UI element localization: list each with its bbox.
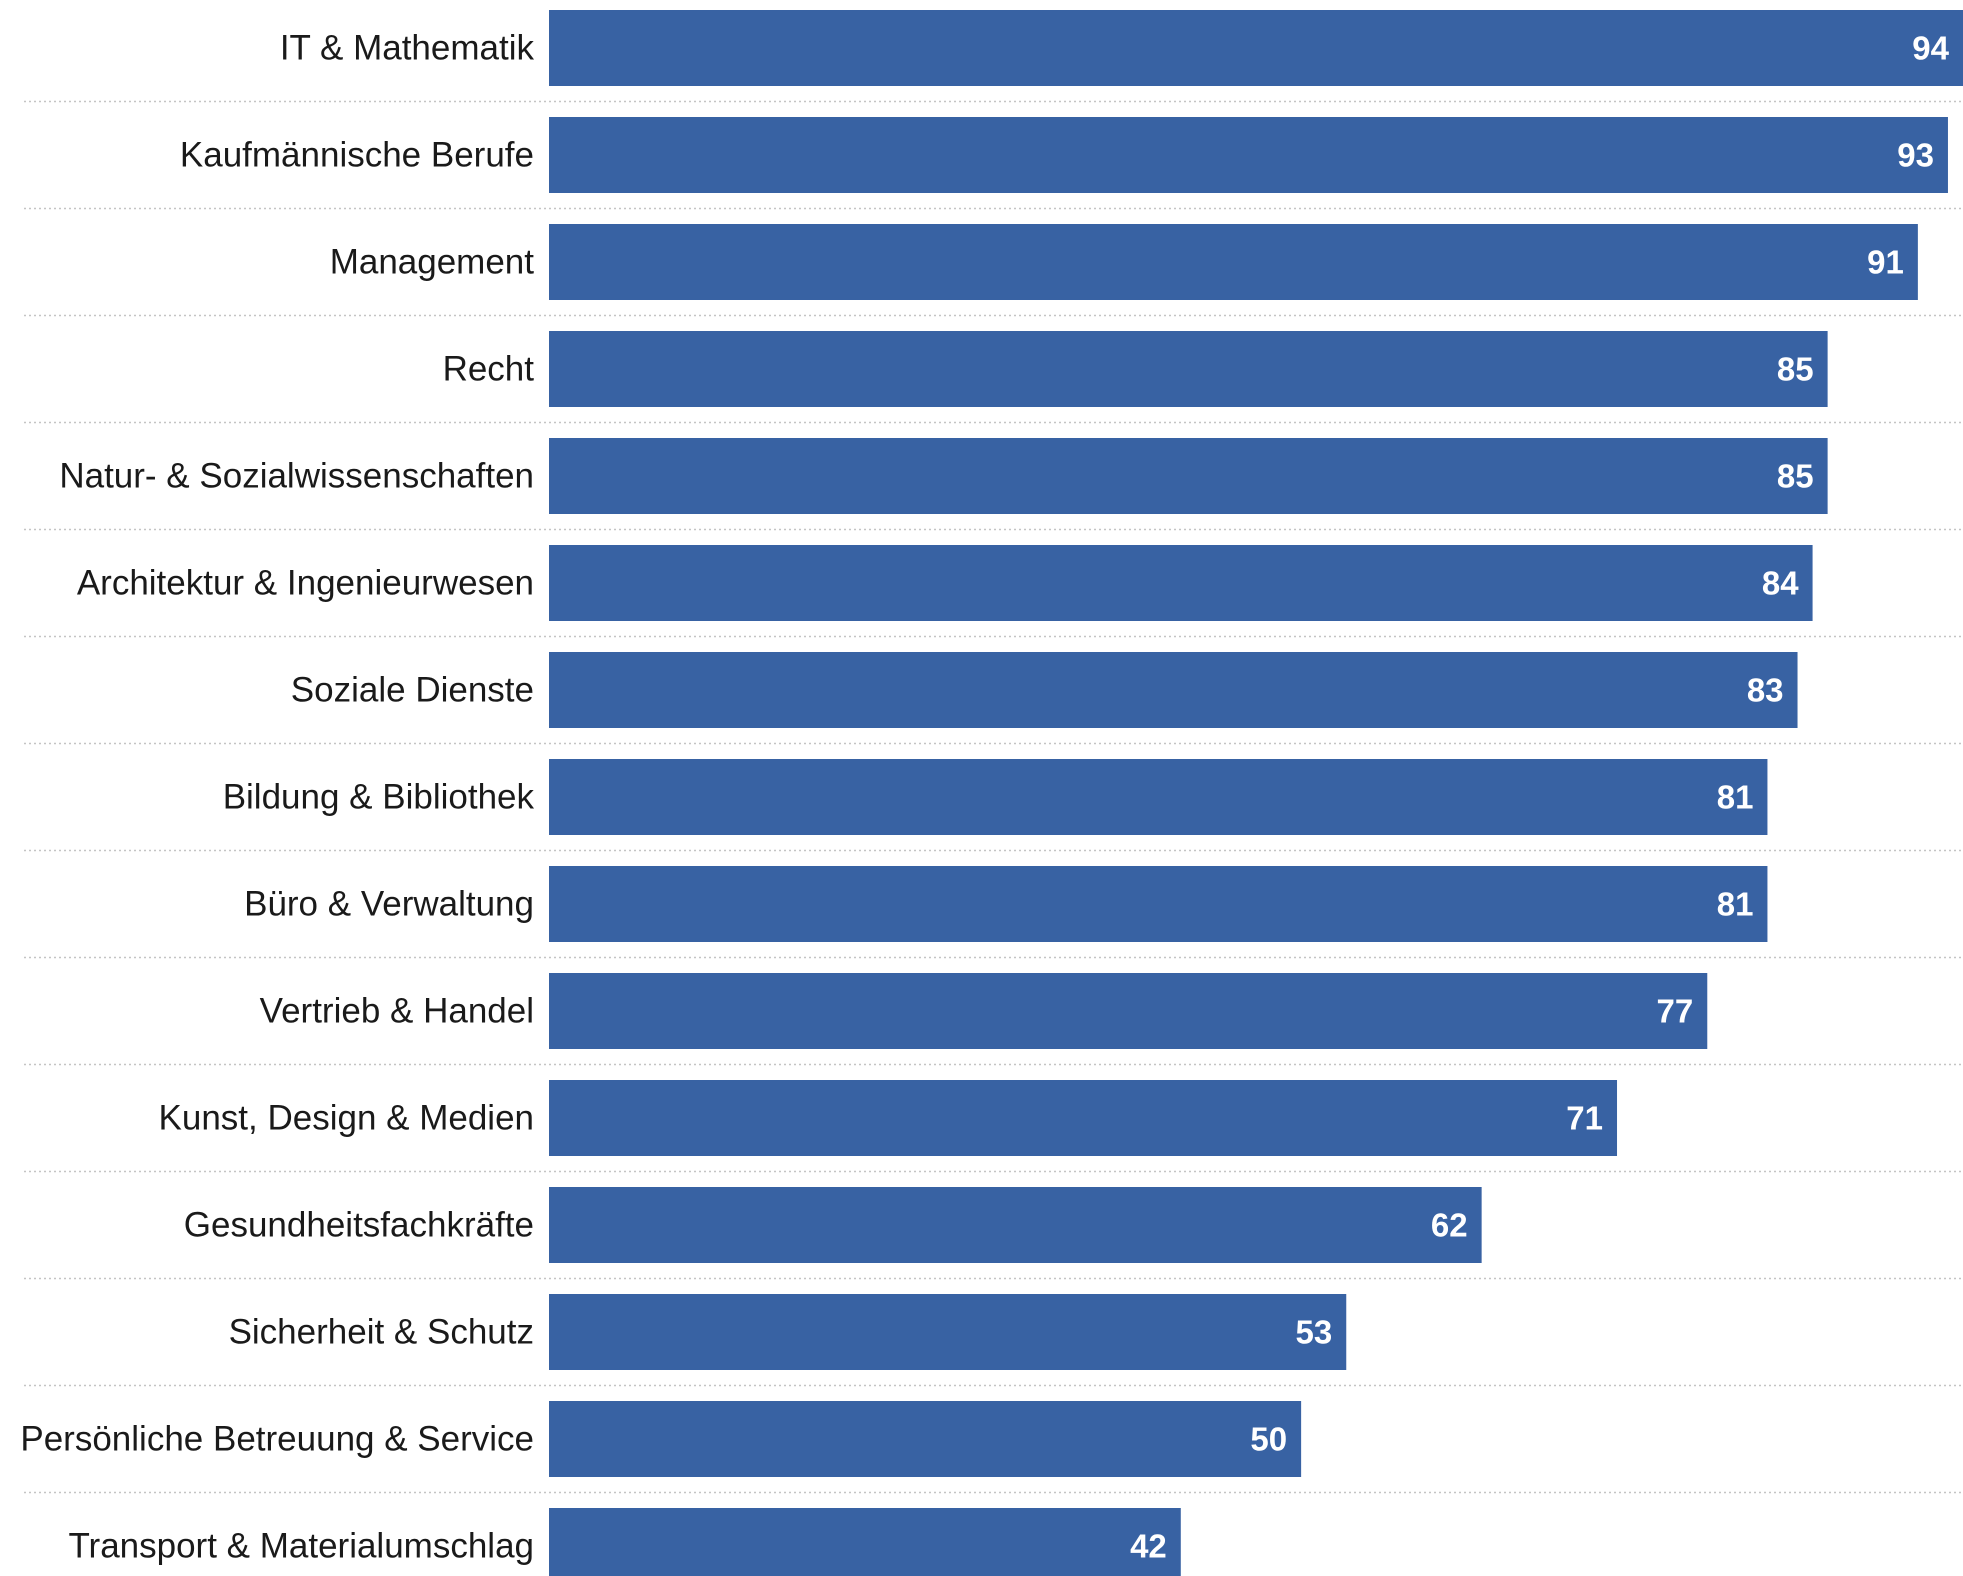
value-label-gesundheitsfachkraefte: 62 <box>1431 1207 1468 1244</box>
value-label-persoenliche-betreuung-service: 50 <box>1250 1421 1287 1458</box>
category-label-kunst-design-medien: Kunst, Design & Medien <box>159 1099 534 1138</box>
category-label-persoenliche-betreuung-service: Persönliche Betreuung & Service <box>20 1420 534 1459</box>
category-label-sicherheit-schutz: Sicherheit & Schutz <box>229 1313 534 1352</box>
bar-kunst-design-medien <box>549 1080 1618 1156</box>
bar-sicherheit-schutz <box>549 1294 1347 1370</box>
value-label-management: 91 <box>1867 244 1904 281</box>
bar-architektur-ingenieurwesen <box>549 545 1813 621</box>
category-label-vertrieb-handel: Vertrieb & Handel <box>260 992 534 1031</box>
bar-kaufmaennische-berufe <box>549 117 1948 193</box>
value-label-buero-verwaltung: 81 <box>1717 886 1754 923</box>
bar-persoenliche-betreuung-service <box>549 1401 1302 1477</box>
value-label-it-mathematik: 94 <box>1912 30 1949 67</box>
bar-bildung-bibliothek <box>549 759 1768 835</box>
category-label-bildung-bibliothek: Bildung & Bibliothek <box>223 778 535 817</box>
category-labels: IT & Mathematik Kaufmännische Berufe Manag… <box>20 29 534 1566</box>
bar-gesundheitsfachkraefte <box>549 1187 1482 1263</box>
category-label-it-mathematik: IT & Mathematik <box>280 29 535 68</box>
value-label-kaufmaennische-berufe: 93 <box>1897 137 1934 174</box>
category-label-management: Management <box>330 243 535 282</box>
category-label-soziale-dienste: Soziale Dienste <box>291 671 534 710</box>
bar-natur-sozialwissenschaften <box>549 438 1828 514</box>
bar-soziale-dienste <box>549 652 1798 728</box>
bar-buero-verwaltung <box>549 866 1768 942</box>
bar-it-mathematik <box>549 10 1963 86</box>
value-label-recht: 85 <box>1777 351 1814 388</box>
bar-transport-materialumschlag <box>549 1508 1181 1576</box>
category-label-natur-sozialwissenschaften: Natur- & Sozialwissenschaften <box>59 457 534 496</box>
value-label-natur-sozialwissenschaften: 85 <box>1777 458 1814 495</box>
value-labels: 94 93 91 85 85 84 83 81 81 77 71 62 53 50 42 <box>1130 30 1950 1565</box>
category-label-kaufmaennische-berufe: Kaufmännische Berufe <box>180 136 534 175</box>
category-label-transport-materialumschlag: Transport & Materialumschlag <box>68 1527 534 1566</box>
value-label-transport-materialumschlag: 42 <box>1130 1528 1167 1565</box>
bar-vertrieb-handel <box>549 973 1708 1049</box>
category-label-architektur-ingenieurwesen: Architektur & Ingenieurwesen <box>77 564 534 603</box>
value-label-vertrieb-handel: 77 <box>1657 993 1694 1030</box>
value-label-architektur-ingenieurwesen: 84 <box>1762 565 1799 602</box>
bar-recht <box>549 331 1828 407</box>
category-label-gesundheitsfachkraefte: Gesundheitsfachkräfte <box>184 1206 534 1245</box>
bars-group <box>549 10 1963 1576</box>
value-label-bildung-bibliothek: 81 <box>1717 779 1754 816</box>
value-label-soziale-dienste: 83 <box>1747 672 1784 709</box>
category-label-buero-verwaltung: Büro & Verwaltung <box>244 885 534 924</box>
bar-management <box>549 224 1918 300</box>
row-dividers <box>24 100 1963 1494</box>
value-label-sicherheit-schutz: 53 <box>1296 1314 1333 1351</box>
value-label-kunst-design-medien: 71 <box>1566 1100 1603 1137</box>
category-label-recht: Recht <box>443 350 535 389</box>
